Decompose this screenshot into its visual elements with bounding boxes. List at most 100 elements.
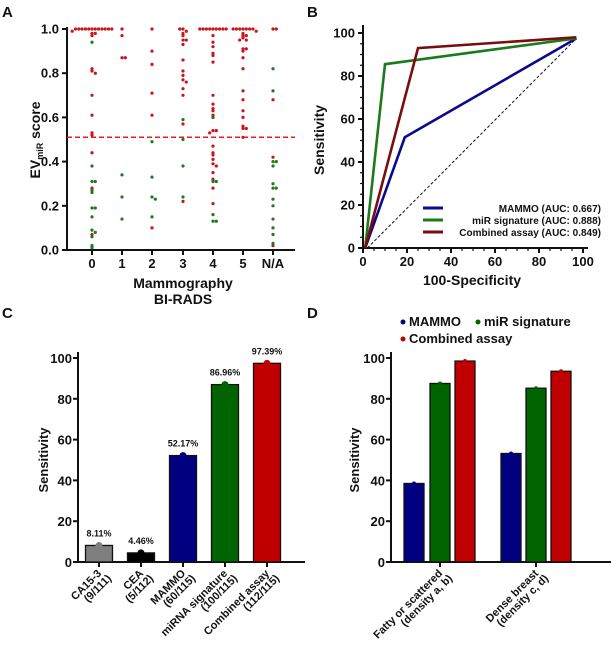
dot-red [83,27,87,31]
dot-red [238,27,242,31]
dot-red [120,27,124,31]
dot-red [90,67,94,71]
dot-red [181,42,185,47]
dot-green [90,206,94,210]
legend-marker [400,336,406,342]
bar-point [438,381,442,386]
dot-red [97,27,101,31]
panel-b-x-axis-label: 100-Specificity [423,272,521,288]
dot-red [218,27,222,31]
dot-green [214,179,218,184]
dot-red [211,60,215,64]
dot-red [244,47,248,51]
dot-green [274,160,278,164]
dot-red [181,34,185,38]
dot-green [271,182,275,186]
dot-red [241,115,245,119]
y-tick-label: 60 [58,433,72,448]
dot-green [211,115,215,119]
dot-green [90,190,94,195]
dot-red [90,151,94,155]
legend-label: Combined assay (AUC: 0.849) [459,228,601,239]
dot-red [241,89,245,93]
dot-red [211,129,215,133]
bar-combined [550,370,572,563]
dot-green [90,215,94,219]
dot-green [90,40,94,44]
dot-red [211,144,215,148]
y-tick-label: 80 [371,392,385,407]
y-tick-label: 60 [341,112,355,127]
x-tick-label: 3 [179,256,186,271]
dot-red [238,38,242,42]
panel-label-d: D [307,305,318,322]
reference-diagonal [367,38,577,249]
dot-red [211,53,215,58]
y-tick-label: 40 [58,473,72,488]
dot-red [73,27,78,31]
y-tick-label: 40 [341,155,355,170]
dot-red [208,131,212,135]
data-label: 4.46% [128,536,154,546]
dot-red [241,31,245,36]
dot-red [90,93,94,97]
y-tick-label: 0.0 [41,243,59,258]
y-tick-label: 60 [371,433,385,448]
dot-green [90,243,94,248]
x-tick-label: 20 [400,254,414,269]
bar-point [559,369,563,374]
dot-red [181,199,185,203]
dot-red [181,78,185,82]
y-tick-label: 0 [348,241,355,256]
x-tick-label: 2 [148,256,155,271]
panel-d-y-axis-label: Sensitivity [347,427,362,493]
bar-point [463,359,467,364]
dot-red [241,36,245,40]
dot-red [181,93,185,97]
dot-red [274,27,278,31]
dot-green [271,232,275,237]
dot-green [181,164,185,168]
dot-red [150,62,154,66]
panel-label-b: B [307,4,318,21]
y-tick-label: 0 [378,555,385,570]
dot-red [90,113,94,117]
dot-green [271,217,275,221]
y-tick-label: 100 [333,26,355,41]
panel-d-bar: Sensitivity 0 20 40 60 80 100 Fatty or scatter… [347,314,611,641]
dot-red [211,113,215,117]
y-tick-label: 100 [50,351,72,366]
dot-red [251,27,255,31]
dot-red [150,27,154,31]
x-tick-label: 40 [444,254,458,269]
dot-red [87,27,91,31]
dot-green [93,206,97,210]
dot-green [181,195,185,199]
dot-green [150,140,154,144]
legend-label: Combined assay [409,331,513,346]
dot-red [211,51,215,55]
panel-a-x-axis-label-line2: BI-RADS [154,291,212,307]
dot-red [271,243,275,248]
dot-red [211,201,215,206]
bar [168,454,198,563]
panel-a-y-axis-label: EVmiR score [27,101,45,178]
dot-green [211,219,215,223]
y-tick-label: 100 [363,351,385,366]
dot-red [254,29,258,33]
data-label: 8.11% [86,528,111,538]
legend-marker [400,319,406,325]
panel-b-y-axis-label: Sensitivity [311,105,327,175]
dot-green [120,217,124,221]
legend-label: miR signature (AUC: 0.888) [472,216,601,227]
dot-green [271,67,275,71]
dot-green [150,195,154,199]
bar-point [509,451,513,456]
dot-red [181,31,185,36]
dot-red [184,38,188,42]
dot-red [77,27,81,31]
dot-red [211,186,215,190]
dot-red [244,27,248,31]
bar-point [412,481,416,486]
dot-red [150,49,154,53]
